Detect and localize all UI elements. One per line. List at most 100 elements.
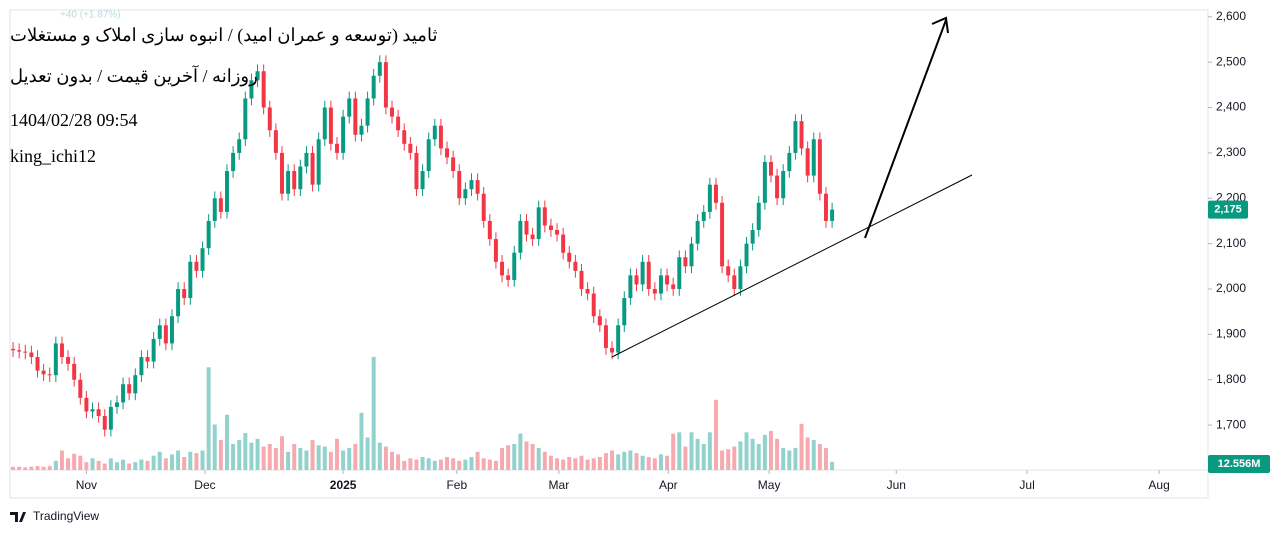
volume-bar bbox=[493, 460, 498, 470]
volume-bar bbox=[799, 423, 804, 470]
volume-bar bbox=[518, 433, 523, 470]
volume-bar bbox=[371, 356, 376, 470]
candle-body bbox=[139, 357, 144, 376]
volume-bar bbox=[573, 458, 578, 470]
candle-body bbox=[347, 98, 352, 117]
candle-body bbox=[383, 62, 388, 108]
x-tick-label: Jun bbox=[887, 478, 906, 492]
candle-body bbox=[701, 211, 706, 221]
chart-subtitle: روزانه / آخرین قیمت / بدون تعدیل bbox=[10, 66, 258, 86]
candle-body bbox=[273, 130, 278, 153]
candle-body bbox=[53, 343, 58, 376]
volume-bar bbox=[768, 431, 773, 470]
volume-bar bbox=[689, 432, 694, 470]
candle-body bbox=[267, 107, 272, 131]
candle-body bbox=[35, 357, 40, 371]
candle-body bbox=[151, 338, 156, 362]
volume-bar bbox=[237, 440, 242, 470]
candle-body bbox=[353, 98, 358, 135]
volume-bar bbox=[304, 450, 309, 470]
volume-layer bbox=[11, 356, 835, 470]
volume-bar bbox=[658, 454, 663, 470]
candle-body bbox=[548, 225, 553, 231]
candle-body bbox=[194, 261, 199, 271]
candle-body bbox=[744, 243, 749, 267]
candle-body bbox=[445, 148, 450, 158]
volume-bar bbox=[634, 453, 639, 470]
candle-body bbox=[646, 261, 651, 289]
candle-body bbox=[451, 157, 456, 172]
volume-bar bbox=[793, 447, 798, 470]
volume-bar bbox=[640, 455, 645, 470]
volume-bar bbox=[830, 461, 835, 470]
candle-body bbox=[530, 234, 535, 240]
candle-body bbox=[59, 343, 64, 358]
x-tick-label: Mar bbox=[549, 478, 570, 492]
volume-bar bbox=[114, 462, 119, 470]
volume-bar bbox=[652, 458, 657, 470]
volume-bar bbox=[163, 458, 168, 470]
candle-body bbox=[512, 252, 517, 280]
candle-body bbox=[243, 98, 248, 140]
volume-bar bbox=[683, 446, 688, 470]
volume-bar bbox=[224, 414, 229, 470]
volume-bar bbox=[145, 460, 150, 470]
candle-body bbox=[322, 107, 327, 140]
volume-bar bbox=[35, 466, 40, 470]
x-tick-label: Jul bbox=[1019, 478, 1034, 492]
candle-body bbox=[830, 209, 835, 221]
volume-bar bbox=[255, 438, 260, 470]
volume-bar bbox=[102, 463, 107, 470]
candle-body bbox=[487, 220, 492, 240]
volume-bar bbox=[243, 432, 248, 470]
volume-bar bbox=[469, 457, 474, 470]
volume-bar bbox=[677, 432, 682, 470]
candle-body bbox=[793, 121, 798, 153]
candle-body bbox=[286, 171, 291, 194]
candle-body bbox=[756, 202, 761, 231]
candle-body bbox=[224, 171, 229, 212]
y-tick-label: 2,400 bbox=[1216, 100, 1246, 114]
candle-body bbox=[261, 71, 266, 108]
candle-body bbox=[463, 189, 468, 199]
volume-bar bbox=[432, 460, 437, 470]
candle-body bbox=[108, 406, 113, 430]
candle-body bbox=[536, 207, 541, 240]
candle-body bbox=[280, 152, 284, 194]
brand: TradingView bbox=[10, 509, 99, 523]
candle-body bbox=[652, 288, 657, 294]
candle-body bbox=[133, 375, 138, 394]
volume-bar bbox=[182, 457, 187, 470]
candle-body bbox=[677, 257, 682, 289]
y-tick-label: 2,000 bbox=[1216, 281, 1246, 295]
candle-body bbox=[304, 152, 309, 167]
volume-bar bbox=[151, 455, 156, 470]
candle-body bbox=[695, 220, 700, 244]
candle-body bbox=[628, 275, 633, 299]
volume-bar bbox=[781, 447, 786, 470]
volume-bar bbox=[414, 459, 419, 470]
volume-bar bbox=[347, 447, 352, 470]
volume-bar bbox=[341, 450, 346, 470]
volume-bar bbox=[756, 444, 761, 470]
volume-bar bbox=[701, 444, 706, 470]
volume-bar bbox=[84, 462, 89, 470]
volume-bar bbox=[707, 432, 712, 470]
candle-body bbox=[359, 125, 364, 135]
brand-logo bbox=[10, 512, 26, 522]
volume-bar bbox=[11, 466, 16, 470]
volume-bar bbox=[280, 436, 284, 470]
candle-body bbox=[555, 230, 560, 235]
candle-body bbox=[408, 143, 413, 153]
volume-bar bbox=[365, 437, 370, 470]
volume-bar bbox=[597, 457, 602, 470]
volume-bar bbox=[390, 451, 395, 470]
candle-body bbox=[23, 351, 28, 353]
candle-body bbox=[17, 350, 22, 352]
candle-body bbox=[481, 193, 486, 221]
volume-bar bbox=[176, 450, 181, 470]
volume-bar bbox=[127, 463, 132, 470]
volume-bar bbox=[66, 458, 71, 470]
volume-bar bbox=[420, 457, 425, 470]
